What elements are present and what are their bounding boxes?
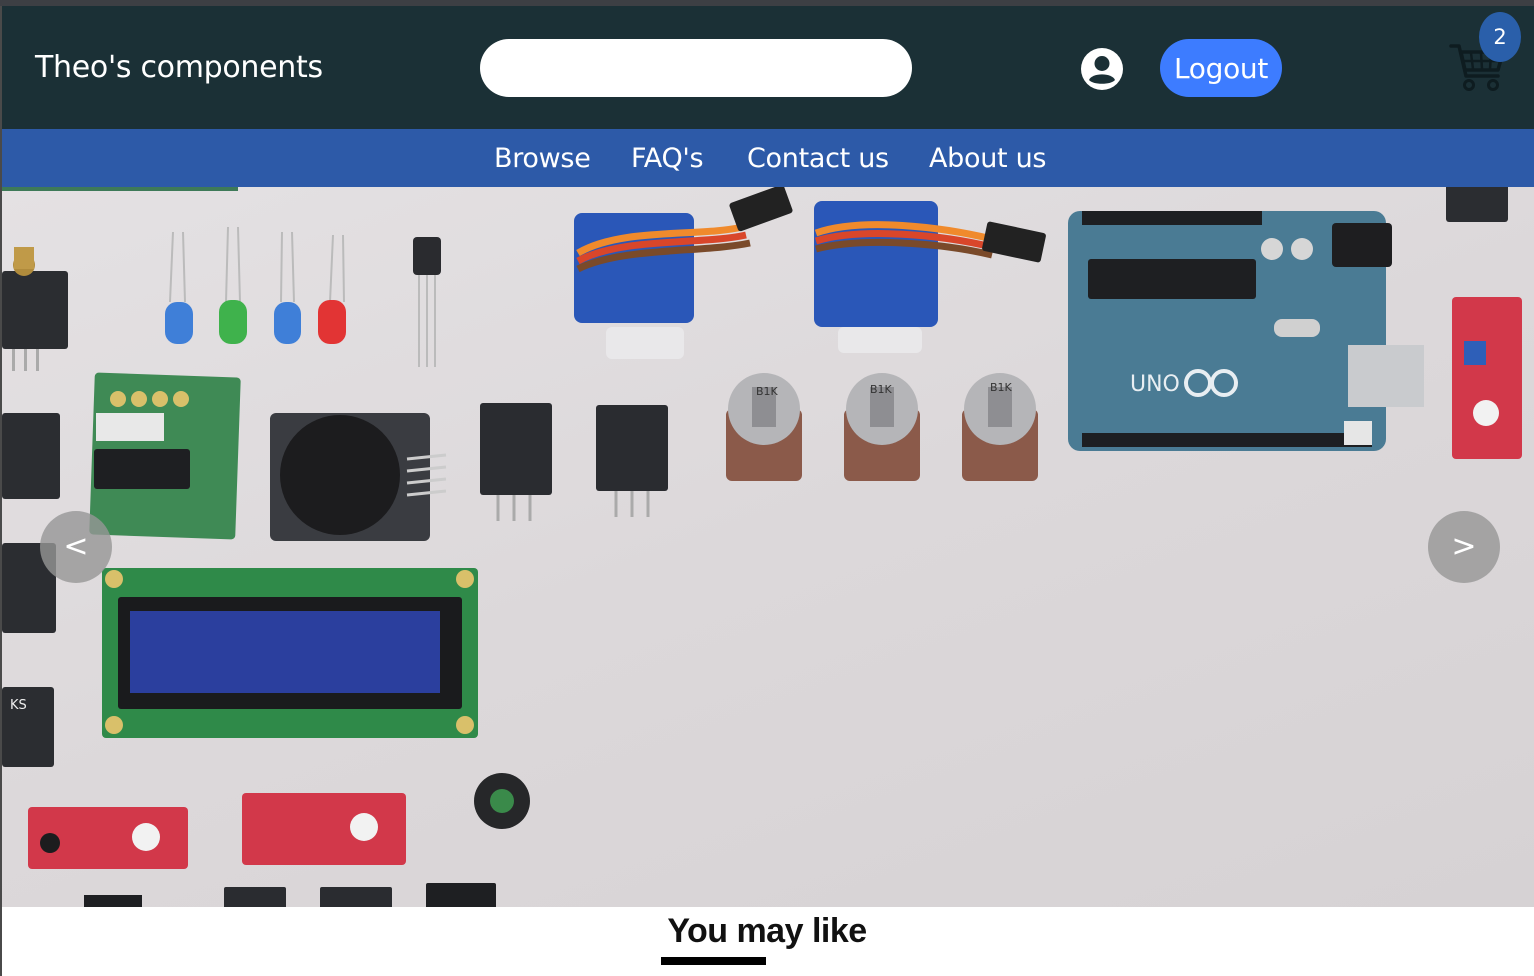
hero-carousel: KS (0, 187, 1534, 907)
nav-item-about[interactable]: About us (929, 143, 1047, 174)
pot-label-1: B1K (756, 385, 779, 398)
cart-count-badge: 2 (1479, 12, 1521, 62)
hero-image: KS (2, 187, 1522, 907)
arduino-uno-label: UNO (1130, 372, 1180, 397)
nav-item-contact[interactable]: Contact us (747, 143, 889, 174)
search-input[interactable] (480, 39, 912, 97)
pot-label-2: B1K (870, 383, 893, 396)
section-title-you-may-like: You may like (667, 912, 867, 950)
site-header: Theo's components Logout 2 (0, 6, 1534, 129)
carousel-next-button[interactable]: > (1428, 511, 1500, 583)
main-nav: Browse FAQ's Contact us About us (0, 129, 1534, 187)
account-circle-icon[interactable] (1080, 47, 1124, 91)
brand-logo-text[interactable]: Theo's components (35, 50, 323, 85)
nav-item-browse[interactable]: Browse (494, 143, 591, 174)
logout-button[interactable]: Logout (1160, 39, 1282, 97)
carousel-prev-button[interactable]: < (40, 511, 112, 583)
section-title-underline (661, 957, 766, 965)
pot-label-3: B1K (990, 381, 1013, 394)
page-left-border (0, 907, 2, 976)
window-top-border (0, 0, 1534, 6)
nav-item-faqs[interactable]: FAQ's (631, 143, 704, 174)
ks-label: KS (10, 698, 27, 713)
